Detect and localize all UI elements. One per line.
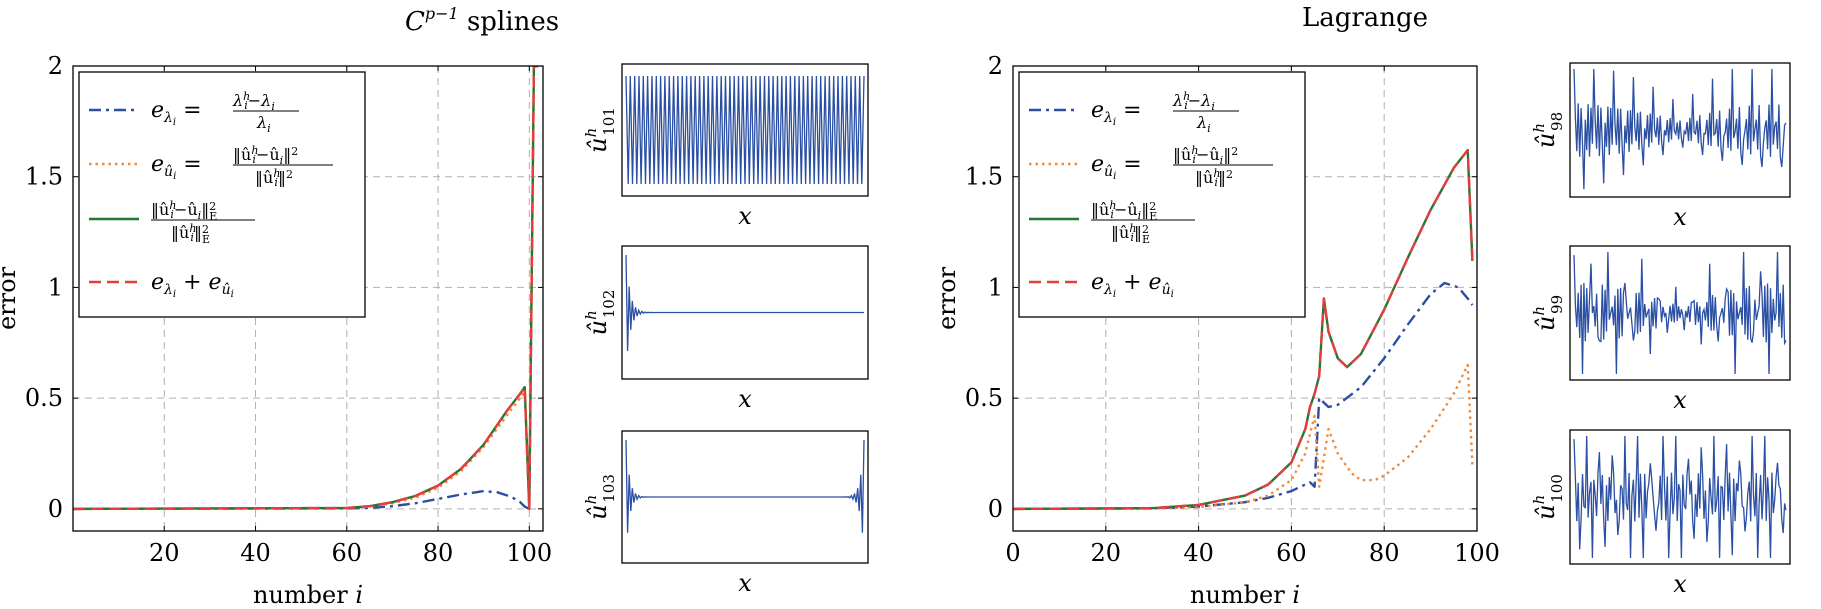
x-tick-label: 60 [332,539,363,567]
mode-frame [1569,62,1791,198]
mode-x-label: x [738,385,752,413]
y-tick-label: 0.5 [25,384,63,412]
legend-fraction-numerator: ‖ûh i−ûi‖2 [1173,144,1238,167]
eigenmode-curve [1573,435,1787,559]
mode-y-label: ûh100 [1530,474,1566,520]
mode-x-label: x [738,569,752,597]
legend-fraction-numerator: λh i−λi [232,90,275,113]
mode-y-label: ûh101 [582,107,618,153]
legend-label-sum: eλi + eûi [151,270,234,300]
legend-box [1018,71,1306,318]
legend-fraction-numerator: λh i−λi [1172,90,1215,113]
y-tick-label: 0 [988,495,1003,523]
eigenmode-curve [625,75,865,185]
legend-fraction-denominator: λi [1196,113,1211,135]
series-group [1013,148,1474,511]
series-line-red [73,66,539,511]
x-axis-label: number i [253,581,363,609]
mode-frame [1569,429,1791,565]
x-tick-label: 100 [1454,539,1500,567]
mode-y-label: ûh102 [582,290,618,336]
chart-title-splines: Cp−1 splines [405,4,559,37]
mode-x-label: x [1673,386,1687,414]
x-tick-label: 40 [240,539,271,567]
mode-frame [621,63,869,197]
legend-fraction-denominator: ‖ûh i‖2 E [171,222,210,246]
series-line-blue [73,489,530,511]
mode-frame [621,430,869,564]
x-tick-label: 80 [423,539,454,567]
legend-fraction-denominator: ‖ûh i‖2 [255,167,293,189]
mode-y-label: ûh99 [1530,295,1566,331]
x-tick-label: 20 [1091,539,1122,567]
y-axis-label: error [933,266,961,330]
legend-label-eigenvalue-error: eλi = [1091,98,1142,128]
eigenmode-curve [1573,251,1787,375]
mode-x-label: x [1673,570,1687,598]
lagrange-eigenmode-plots: x ûh98 x ûh99 x ûh100 [1530,62,1791,598]
series-line-red [1013,148,1474,511]
mode-y-label: ûh98 [1530,112,1566,148]
legend-box [78,71,366,318]
legend-label-eigenfunction-error: eûi = [151,152,202,182]
y-tick-label: 2 [48,52,63,80]
axes-frame [72,65,544,532]
mode-frame [1569,245,1791,381]
legend-fraction-denominator: ‖ûh i‖2 E [1111,222,1150,246]
legend-fraction-numerator: ‖ûh i−ûi‖2 [233,144,298,167]
spline-eigenmode-plots: x ûh101 x ûh102 x ûh103 [582,63,869,597]
eigenmode-curve [625,439,865,533]
series-group [73,66,539,511]
y-tick-label: 2 [988,52,1003,80]
x-axis-label: number i [1190,581,1300,609]
legend-label-sum: eλi + eûi [1091,270,1174,300]
x-tick-label: 20 [149,539,180,567]
legend-label-eigenfunction-error: eûi = [1091,152,1142,182]
eigenmode-curve [1573,68,1787,190]
y-tick-label: 0 [48,495,63,523]
legend-fraction-denominator: ‖ûh i‖2 [1195,167,1233,189]
series-line-orange [1013,363,1474,511]
mode-x-label: x [738,202,752,230]
legend-label-energy-error: ‖ûh i−ûi‖2 E [1091,199,1157,223]
y-tick-label: 1.5 [965,163,1003,191]
legend-label-energy-error: ‖ûh i−ûi‖2 E [151,199,217,223]
x-tick-label: 80 [1369,539,1400,567]
y-axis-label: error [0,266,21,330]
y-tick-label: 1 [48,273,63,301]
x-tick-label: 100 [506,539,552,567]
legend-label-eigenvalue-error: eλi = [151,98,202,128]
x-tick-label: 0 [1005,539,1020,567]
mode-x-label: x [1673,203,1687,231]
y-tick-label: 1 [988,273,1003,301]
y-tick-label: 1.5 [25,163,63,191]
x-tick-label: 40 [1183,539,1214,567]
mode-frame [621,245,869,380]
y-tick-label: 0.5 [965,384,1003,412]
axes-frame [1012,65,1478,532]
eigenmode-curve [625,254,864,352]
x-tick-label: 60 [1276,539,1307,567]
legend-fraction-denominator: λi [256,113,271,135]
mode-y-label: ûh103 [582,474,618,520]
chart-title-lagrange: Lagrange [1302,3,1428,33]
